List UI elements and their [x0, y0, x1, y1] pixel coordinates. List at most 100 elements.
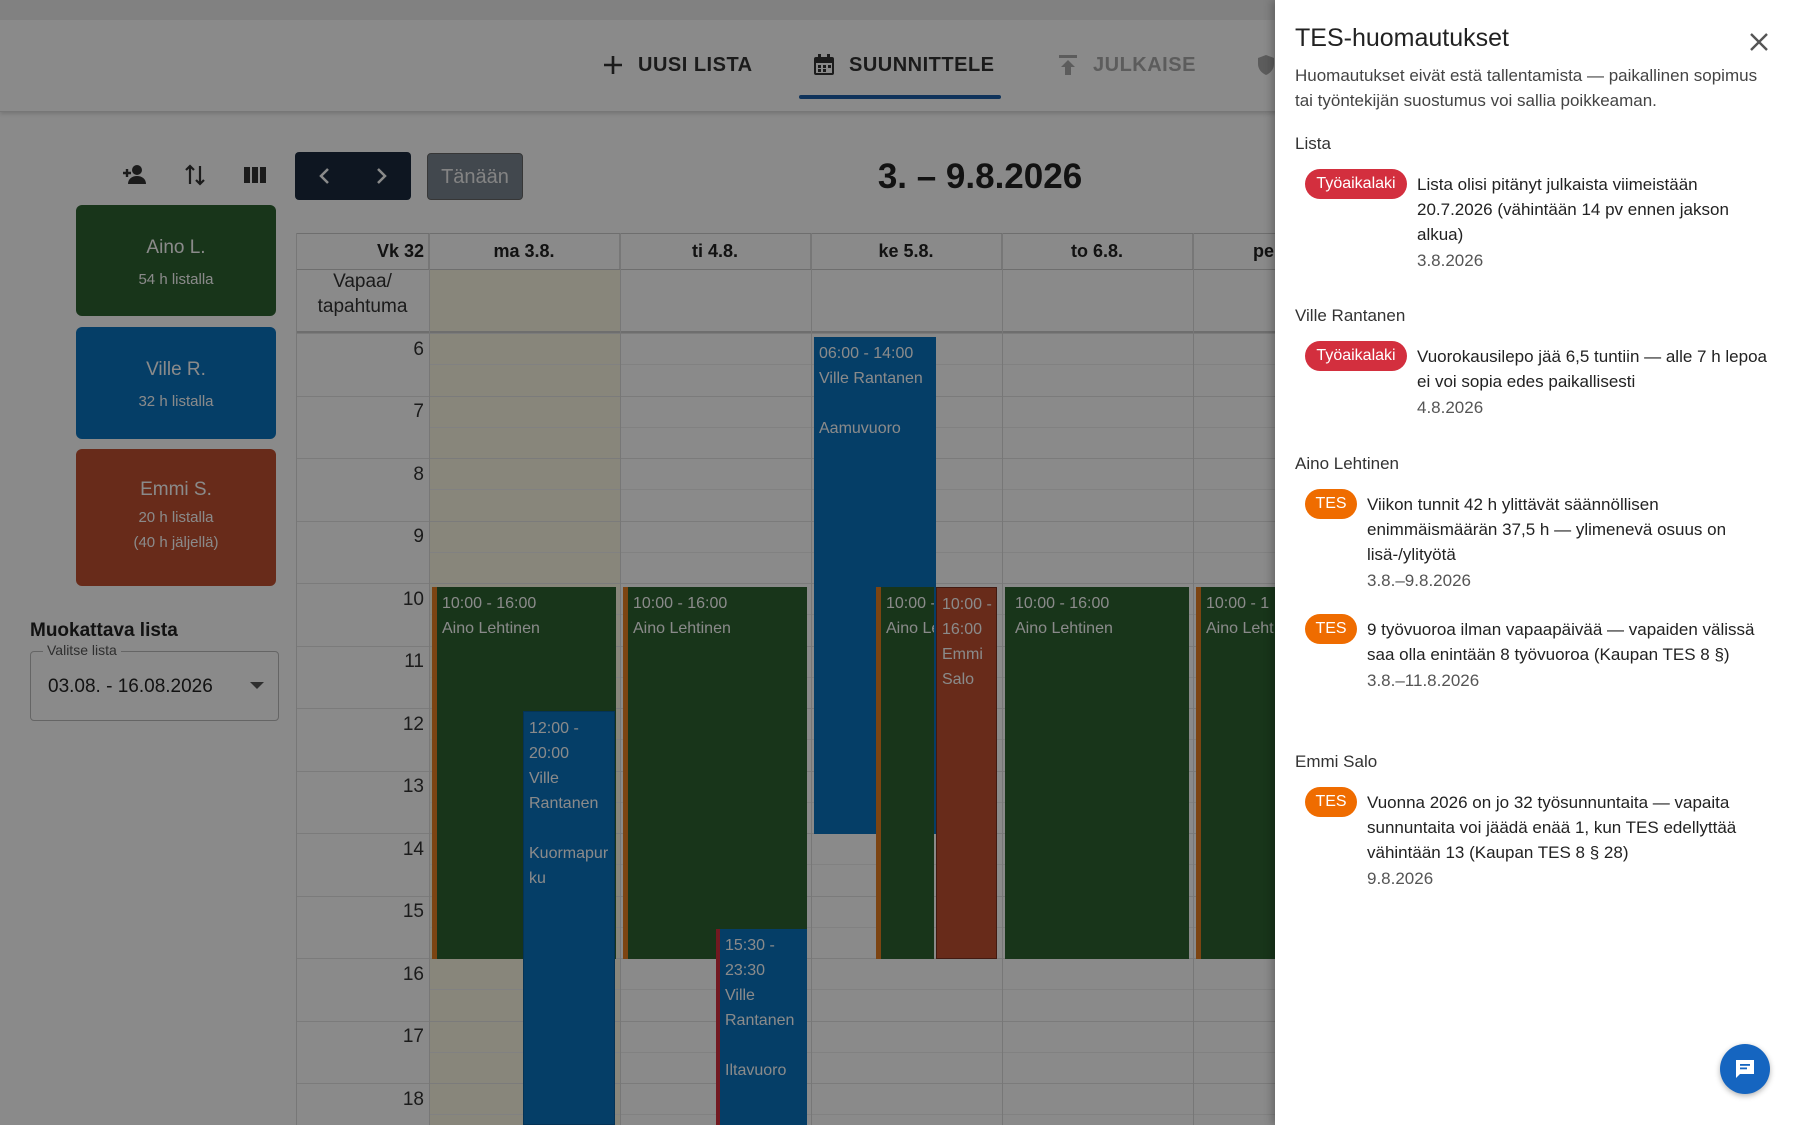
shift-role: Kuormapur — [529, 845, 609, 862]
shift-time: 10:00 - 16:00 — [1015, 595, 1110, 612]
publish-icon — [1055, 52, 1081, 78]
shift-time: 15:30 - — [725, 937, 775, 954]
notice-item: Vuonna 2026 on jo 32 työsunnuntaita — va… — [1367, 790, 1777, 891]
shift-employee: Salo — [942, 671, 975, 688]
shift-employee: Aino Lehtinen — [1015, 620, 1113, 637]
employee-name: Emmi S. — [140, 479, 212, 500]
employee-name: Ville R. — [146, 359, 206, 380]
status-badge: Työaikalaki — [1305, 169, 1407, 199]
shift-time: 06:00 - 14:00 — [819, 345, 914, 362]
shift-employee: Ville — [529, 770, 559, 787]
shift-time: 20:00 — [529, 745, 570, 762]
hour-label: 10 — [402, 589, 424, 610]
close-icon[interactable] — [1745, 28, 1773, 56]
status-badge: TES — [1305, 489, 1357, 519]
notice-text: Lista olisi pitänyt julkaista viimeistää… — [1417, 175, 1729, 244]
shift-employee: Aino Lehtinen — [633, 620, 731, 637]
active-tab-indicator — [799, 95, 1001, 99]
day-header-mon[interactable]: ma 3.8. — [429, 233, 620, 269]
notice-item: Viikon tunnit 42 h ylittävät säännöllise… — [1367, 492, 1767, 593]
hour-label: 17 — [402, 1026, 424, 1047]
hour-label: 11 — [404, 651, 424, 672]
notice-item: Vuorokausilepo jää 6,5 tuntiin — alle 7 … — [1417, 344, 1767, 420]
tab-new-list-label: UUSI LISTA — [638, 53, 753, 76]
notice-text: Vuonna 2026 on jo 32 työsunnuntaita — va… — [1367, 793, 1737, 862]
employee-hours: 32 h listalla — [138, 393, 214, 410]
list-select-legend: Valitse lista — [43, 642, 121, 658]
add-person-icon[interactable] — [120, 160, 150, 190]
chevron-left-icon[interactable] — [313, 164, 337, 188]
shield-icon — [1253, 52, 1279, 78]
shift-time: 10:00 - 16:00 — [633, 595, 728, 612]
tab-new-list[interactable]: UUSI LISTA — [600, 48, 753, 82]
hour-label: 6 — [413, 339, 424, 360]
panel-description: Huomautukset eivät estä tallentamista — … — [1295, 66, 1758, 110]
notice-text: Viikon tunnit 42 h ylittävät säännöllise… — [1367, 495, 1727, 564]
list-select[interactable]: Valitse lista 03.08. - 16.08.2026 — [30, 642, 279, 721]
date-range-title: 3. – 9.8.2026 — [877, 157, 1083, 196]
notice-item: 9 työvuoroa ilman vapaapäivää — vapaiden… — [1367, 617, 1767, 693]
tab-shield[interactable] — [1253, 48, 1291, 82]
shift-time: 12:00 - — [529, 720, 579, 737]
shift-mon-ville[interactable]: 12:00 - 20:00 Ville Rantanen Kuormapur k… — [523, 711, 615, 1125]
shift-employee: Aino Le — [886, 620, 934, 637]
dropdown-caret-icon — [250, 682, 264, 689]
modal-backdrop[interactable] — [0, 0, 1275, 1125]
hour-label: 14 — [402, 839, 424, 860]
allday-label-line1: Vapaa/ — [333, 271, 392, 292]
panel-title: TES-huomautukset — [1295, 24, 1509, 52]
notice-text: 9 työvuoroa ilman vapaapäivää — vapaiden… — [1367, 620, 1755, 664]
hour-label: 18 — [402, 1089, 424, 1110]
hour-label: 15 — [402, 901, 424, 922]
notice-date: 3.8.–11.8.2026 — [1367, 671, 1480, 690]
shift-time: 23:30 — [725, 962, 766, 979]
shift-employee: Aino Lehtinen — [442, 620, 540, 637]
day-header-tue[interactable]: ti 4.8. — [620, 233, 811, 269]
week-nav-group — [295, 152, 411, 200]
columns-view-icon[interactable] — [240, 160, 270, 190]
status-badge: Työaikalaki — [1305, 341, 1407, 371]
employee-name: Aino L. — [146, 237, 206, 258]
shift-role: Aamuvuoro — [819, 420, 901, 437]
week-calendar: Vk 32 ma 3.8. ti 4.8. ke 5.8. to 6.8. pe… — [296, 233, 1300, 1125]
chevron-right-icon[interactable] — [369, 164, 393, 188]
sort-icon[interactable] — [180, 160, 210, 190]
hour-label: 16 — [402, 964, 424, 985]
today-button[interactable]: Tänään — [427, 153, 523, 200]
employee-card-emmi[interactable]: Emmi S. 20 h listalla (40 h jäljellä) — [76, 449, 276, 586]
shift-wed-emmi[interactable]: 10:00 - 16:00 Emmi Salo — [936, 587, 997, 959]
day-header-thu[interactable]: to 6.8. — [1002, 233, 1193, 269]
shift-thu-aino[interactable]: 10:00 - 16:00 Aino Lehtinen — [1005, 587, 1189, 959]
employee-hours: 54 h listalla — [138, 271, 214, 288]
hour-label: 13 — [402, 776, 424, 797]
hour-label: 12 — [402, 714, 424, 735]
week-number: Vk 32 — [296, 233, 429, 269]
shift-employee: Emmi — [942, 646, 983, 663]
shift-tue-ville[interactable]: 15:30 - 23:30 Ville Rantanen Iltavuoro — [716, 929, 807, 1125]
employee-hours-remaining: (40 h jäljellä) — [133, 534, 219, 551]
employee-hours: 20 h listalla — [138, 509, 214, 526]
day-header-wed[interactable]: ke 5.8. — [811, 233, 1002, 269]
section-heading: Emmi Salo — [1295, 752, 1378, 771]
chat-button[interactable] — [1720, 1044, 1770, 1094]
tes-notices-panel: TES-huomautukset Huomautukset eivät estä… — [1275, 0, 1800, 1125]
shift-employee: Aino Leht — [1206, 620, 1274, 637]
notice-item: Lista olisi pitänyt julkaista viimeistää… — [1417, 172, 1767, 273]
tab-publish[interactable]: JULKAISE — [1055, 48, 1196, 82]
employee-card-aino[interactable]: Aino L. 54 h listalla — [76, 205, 276, 316]
shift-time: 10:00 - — [942, 596, 992, 613]
section-heading: Aino Lehtinen — [1295, 454, 1399, 473]
plus-icon — [600, 52, 626, 78]
chat-icon — [1733, 1057, 1757, 1086]
shift-wed-aino[interactable]: 10:00 - 1 Aino Le — [876, 587, 934, 959]
shift-tue-aino[interactable]: 10:00 - 16:00 Aino Lehtinen — [623, 587, 807, 959]
section-heading: Ville Rantanen — [1295, 306, 1406, 325]
employee-card-ville[interactable]: Ville R. 32 h listalla — [76, 327, 276, 439]
shift-time: 10:00 - 1 — [886, 595, 934, 612]
notice-date: 3.8.2026 — [1417, 251, 1484, 270]
shift-employee: Ville Rantanen — [819, 370, 923, 387]
day-header-fri[interactable]: pe — [1193, 233, 1300, 269]
shift-employee: Ville — [725, 987, 755, 1004]
status-badge: TES — [1305, 614, 1357, 644]
tab-plan[interactable]: SUUNNITTELE — [811, 48, 995, 82]
